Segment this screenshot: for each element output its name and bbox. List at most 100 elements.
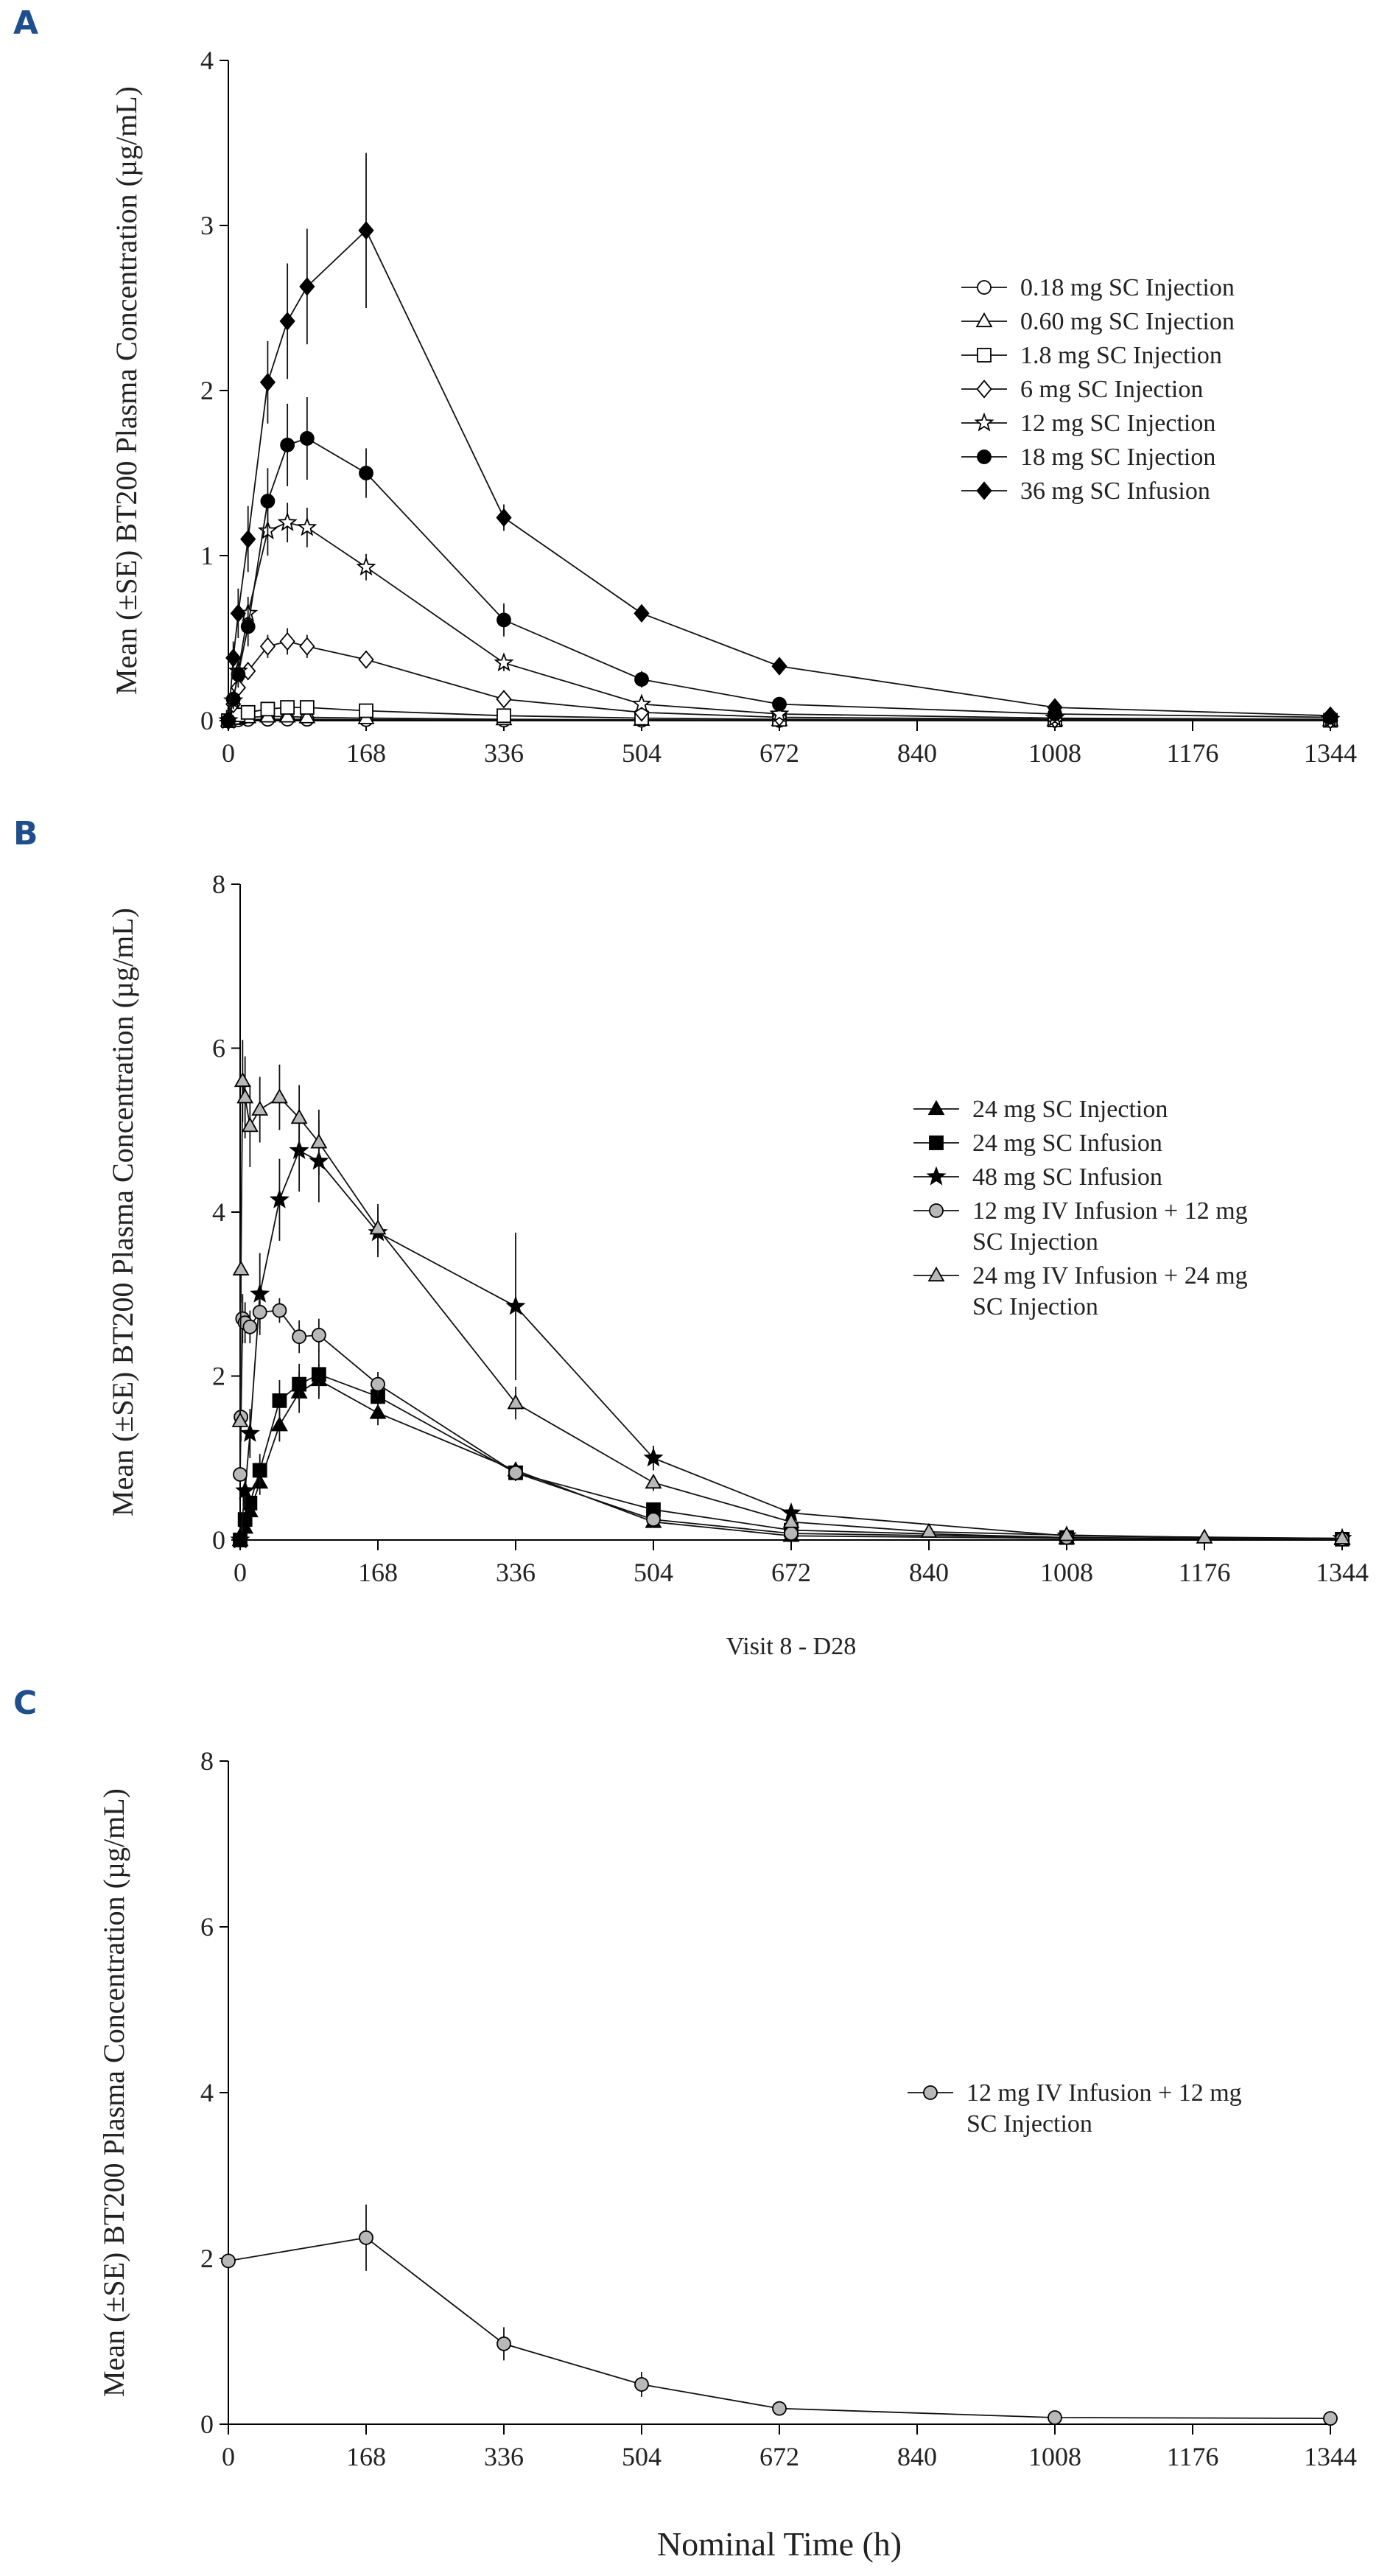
legend: 0.18 mg SC Injection 0.60 mg SC Injection… [961, 274, 1235, 505]
data-point [240, 704, 256, 720]
data-point [1196, 1528, 1213, 1544]
data-point [299, 431, 315, 446]
x-tick-label: 672 [759, 2442, 799, 2471]
x-tick-label: 1008 [1040, 1558, 1093, 1587]
data-point [634, 603, 650, 623]
x-tick-label: 1344 [1304, 2442, 1357, 2471]
data-point [233, 1467, 248, 1482]
legend-marker [927, 1099, 945, 1116]
y-tick-label: 2 [200, 376, 214, 405]
legend-marker [923, 2085, 938, 2100]
series-line [239, 1080, 1343, 1539]
data-point [260, 701, 276, 717]
data-point [298, 708, 316, 724]
chart-c: 0 2 4 6 8 0 168 336 504 672 840 1008 1176 1344 Mean (±… [97, 1746, 1357, 2563]
data-point [280, 438, 295, 452]
legend-label: 24 mg SC Injection [972, 1096, 1168, 1123]
data-point [270, 1416, 288, 1432]
x-tick-label: 672 [759, 738, 799, 768]
legend-label: 18 mg SC Injection [1020, 444, 1215, 471]
y-tick-label: 1 [200, 541, 214, 570]
data-point [311, 1367, 326, 1382]
data-point [1048, 2410, 1062, 2425]
data-point [231, 1412, 249, 1427]
data-point [784, 1526, 799, 1541]
panel-letter: B [13, 815, 38, 853]
data-point [277, 511, 298, 531]
data-point [299, 277, 315, 296]
data-point [278, 707, 296, 723]
y-tick-label: 6 [200, 1912, 214, 1942]
panel-letter: C [13, 1684, 38, 1722]
y-tick-label: 3 [200, 211, 214, 240]
x-tick-label: 840 [897, 2442, 937, 2471]
data-point [299, 700, 315, 715]
x-axis-label: Nominal Time (h) [657, 2525, 902, 2563]
data-point [240, 529, 256, 549]
chart-a: 0 1 2 3 4 0 168 336 504 672 840 1008 1176 1344 Mean (±… [110, 46, 1357, 768]
data-point [494, 652, 514, 672]
x-tick-label: 1176 [1167, 738, 1219, 768]
x-tick-label: 0 [222, 738, 235, 768]
data-point [508, 1465, 523, 1480]
series [220, 153, 1338, 730]
data-point [634, 672, 649, 687]
x-tick-label: 336 [484, 2442, 524, 2471]
legend: 24 mg SC Injection 24 mg SC Infusion 48 mg… [913, 1096, 1248, 1320]
legend-label: 12 mg SC Injection [1020, 410, 1215, 437]
series-line [228, 522, 1331, 721]
legend-label: 0.60 mg SC Injection [1020, 308, 1235, 335]
data-point [235, 1480, 256, 1499]
legend-marker [977, 280, 992, 295]
series [218, 503, 1341, 729]
x-tick-label: 504 [622, 738, 662, 768]
data-point [646, 1512, 661, 1527]
x-tick-label: 336 [496, 1558, 536, 1587]
data-point [240, 619, 256, 634]
data-point [358, 221, 374, 240]
data-point [769, 703, 790, 723]
series [230, 1109, 1352, 1549]
x-tick-label: 1344 [1304, 738, 1357, 768]
panel-letter: A [13, 4, 39, 42]
x-tick-label: 1176 [1179, 1558, 1231, 1587]
x-tick-label: 0 [222, 2442, 235, 2471]
data-point [252, 1463, 267, 1478]
data-point [234, 1071, 251, 1088]
data-point [299, 637, 315, 656]
x-tick-label: 1344 [1316, 1558, 1369, 1587]
legend-label: 0.18 mg SC Injection [1020, 274, 1235, 301]
data-point [771, 657, 787, 676]
data-point [507, 1394, 524, 1410]
x-tick-label: 504 [622, 2442, 662, 2471]
panel-a: A 0 1 2 3 4 0 168 336 504 672 840 1008 1176 1344 Mean … [0, 0, 1379, 811]
data-point [241, 1117, 259, 1133]
x-tick-label: 1008 [1028, 2442, 1081, 2471]
data-point [232, 1260, 250, 1275]
y-tick-label: 4 [200, 2078, 214, 2107]
series-line [228, 229, 1331, 721]
data-point [772, 2401, 787, 2416]
data-point [356, 556, 376, 576]
chart-b: 0 2 4 6 8 0 168 336 504 672 840 1008 1176 1344 Mean (±… [106, 869, 1369, 1660]
y-tick-label: 2 [200, 2244, 214, 2273]
data-point [496, 690, 512, 709]
x-tick-label: 672 [771, 1558, 811, 1587]
data-point [371, 1376, 385, 1392]
data-point [292, 1329, 307, 1344]
legend-marker [977, 449, 992, 464]
y-tick-label: 6 [212, 1034, 225, 1063]
data-point [259, 637, 276, 656]
series [221, 2204, 1338, 2426]
legend-label: 12 mg IV Infusion + 12 mg [966, 2079, 1242, 2107]
data-point [272, 1303, 287, 1318]
data-point [272, 1393, 287, 1408]
y-axis-label: Mean (±SE) BT200 Plasma Concentration (µ… [110, 86, 143, 695]
data-point [496, 708, 511, 724]
y-tick-label: 8 [200, 1746, 214, 1776]
data-point [220, 711, 236, 730]
series-line [228, 2236, 1331, 2419]
x-tick-label: 336 [484, 738, 524, 768]
data-point [230, 1529, 250, 1549]
legend-marker [975, 312, 993, 328]
